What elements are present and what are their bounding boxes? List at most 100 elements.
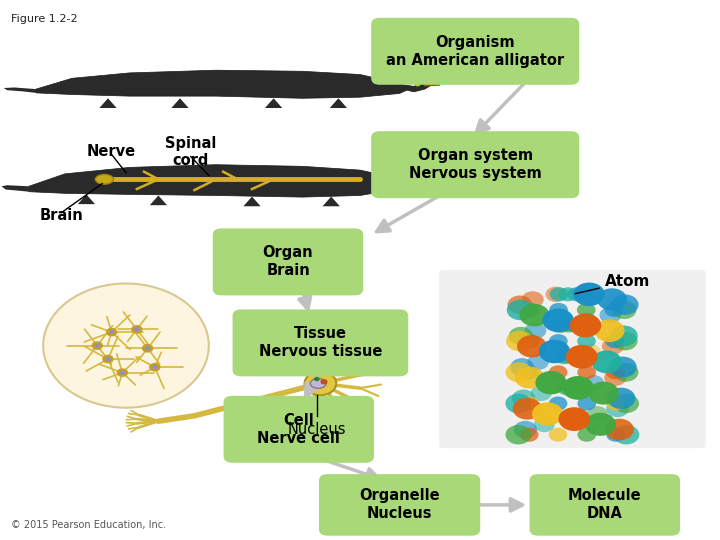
Circle shape bbox=[117, 368, 128, 377]
Circle shape bbox=[532, 402, 563, 426]
Circle shape bbox=[106, 328, 117, 336]
Text: Brain: Brain bbox=[40, 208, 83, 224]
Circle shape bbox=[536, 371, 567, 394]
Circle shape bbox=[539, 340, 570, 363]
Polygon shape bbox=[36, 70, 432, 98]
Circle shape bbox=[580, 344, 600, 359]
Circle shape bbox=[573, 282, 605, 306]
Circle shape bbox=[520, 396, 539, 410]
Circle shape bbox=[566, 345, 598, 368]
Circle shape bbox=[131, 325, 143, 334]
FancyBboxPatch shape bbox=[213, 228, 363, 295]
Circle shape bbox=[577, 303, 595, 317]
Text: Organelle
Nucleus: Organelle Nucleus bbox=[359, 488, 440, 522]
Ellipse shape bbox=[310, 379, 326, 388]
Circle shape bbox=[509, 327, 533, 345]
Circle shape bbox=[602, 338, 624, 355]
Circle shape bbox=[517, 335, 546, 357]
Circle shape bbox=[505, 394, 531, 414]
FancyBboxPatch shape bbox=[319, 474, 480, 536]
Circle shape bbox=[521, 303, 540, 317]
Circle shape bbox=[613, 363, 639, 382]
Polygon shape bbox=[171, 98, 189, 108]
Polygon shape bbox=[1, 185, 29, 192]
Circle shape bbox=[591, 350, 622, 373]
Circle shape bbox=[587, 406, 608, 422]
Circle shape bbox=[562, 412, 580, 426]
Circle shape bbox=[415, 82, 420, 86]
Circle shape bbox=[505, 425, 531, 444]
Circle shape bbox=[612, 301, 636, 319]
Circle shape bbox=[600, 307, 621, 323]
Circle shape bbox=[567, 381, 586, 395]
Circle shape bbox=[549, 396, 567, 410]
Circle shape bbox=[605, 418, 634, 440]
Circle shape bbox=[577, 396, 596, 410]
FancyBboxPatch shape bbox=[529, 474, 680, 536]
Circle shape bbox=[506, 331, 533, 351]
Circle shape bbox=[305, 372, 336, 395]
Circle shape bbox=[588, 382, 619, 404]
Circle shape bbox=[43, 284, 209, 408]
Polygon shape bbox=[99, 98, 117, 108]
Circle shape bbox=[577, 334, 596, 348]
Circle shape bbox=[513, 398, 542, 420]
Circle shape bbox=[577, 365, 596, 379]
Circle shape bbox=[562, 381, 580, 395]
Text: Organ system
Nervous system: Organ system Nervous system bbox=[409, 148, 541, 181]
Circle shape bbox=[564, 381, 583, 395]
Circle shape bbox=[320, 379, 328, 384]
Polygon shape bbox=[29, 165, 428, 197]
Circle shape bbox=[514, 421, 537, 438]
Circle shape bbox=[562, 376, 594, 400]
Circle shape bbox=[556, 350, 575, 364]
Circle shape bbox=[577, 313, 597, 328]
Circle shape bbox=[510, 358, 534, 376]
Circle shape bbox=[314, 377, 320, 381]
Circle shape bbox=[120, 370, 125, 375]
Circle shape bbox=[565, 350, 584, 364]
Polygon shape bbox=[265, 98, 282, 108]
Circle shape bbox=[512, 389, 536, 407]
Circle shape bbox=[505, 362, 532, 382]
Circle shape bbox=[606, 428, 625, 442]
Circle shape bbox=[559, 319, 578, 333]
Circle shape bbox=[520, 428, 539, 442]
Circle shape bbox=[595, 319, 624, 342]
Circle shape bbox=[564, 412, 582, 426]
Circle shape bbox=[604, 369, 626, 386]
Circle shape bbox=[524, 322, 546, 339]
Circle shape bbox=[585, 413, 616, 436]
Circle shape bbox=[521, 365, 539, 379]
Circle shape bbox=[570, 350, 589, 364]
Circle shape bbox=[567, 319, 585, 333]
Circle shape bbox=[610, 326, 638, 346]
Circle shape bbox=[549, 318, 570, 333]
Circle shape bbox=[109, 330, 114, 334]
Circle shape bbox=[519, 304, 549, 326]
Polygon shape bbox=[323, 197, 340, 206]
Circle shape bbox=[105, 357, 111, 361]
Circle shape bbox=[606, 334, 624, 348]
Circle shape bbox=[152, 365, 158, 369]
Circle shape bbox=[613, 394, 639, 413]
Circle shape bbox=[549, 287, 568, 301]
Circle shape bbox=[549, 428, 567, 442]
Circle shape bbox=[560, 411, 580, 427]
Circle shape bbox=[583, 375, 604, 390]
Circle shape bbox=[606, 396, 625, 410]
Circle shape bbox=[606, 365, 624, 379]
Circle shape bbox=[91, 341, 103, 350]
Text: Nerve: Nerve bbox=[87, 144, 136, 159]
Circle shape bbox=[134, 327, 140, 332]
Circle shape bbox=[577, 287, 595, 301]
Text: Organ
Brain: Organ Brain bbox=[263, 245, 313, 279]
Circle shape bbox=[574, 319, 593, 333]
Circle shape bbox=[149, 363, 161, 372]
Circle shape bbox=[549, 365, 567, 379]
Polygon shape bbox=[78, 194, 95, 204]
Circle shape bbox=[553, 349, 573, 365]
Polygon shape bbox=[330, 98, 347, 108]
Text: Tissue
Nervous tissue: Tissue Nervous tissue bbox=[258, 326, 382, 360]
Circle shape bbox=[567, 287, 586, 301]
